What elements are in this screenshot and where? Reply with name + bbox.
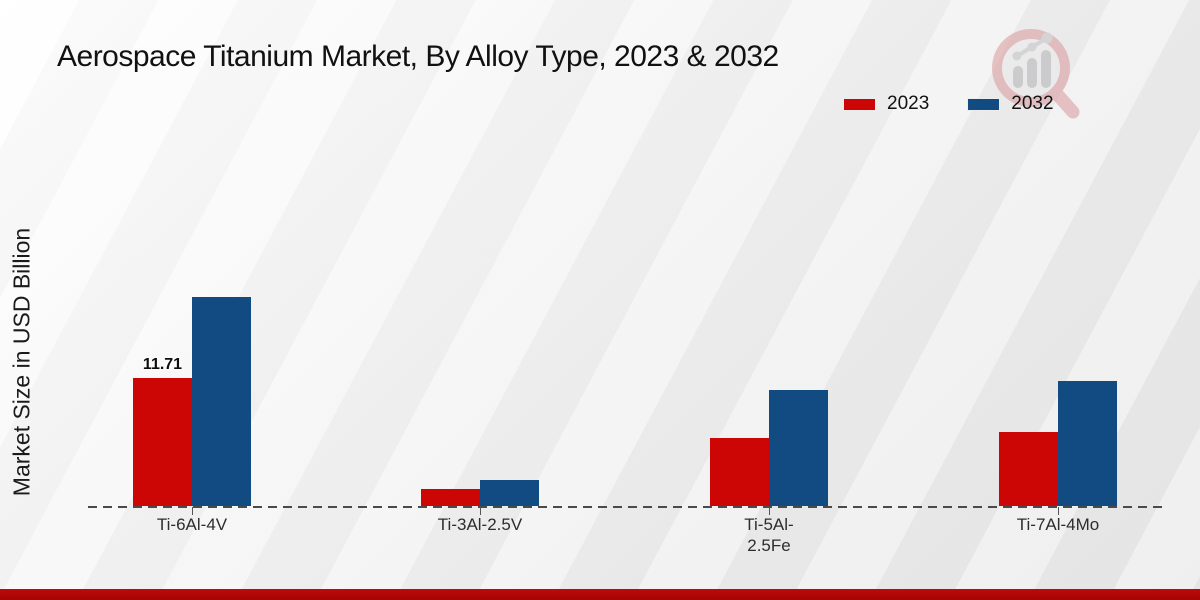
bar-2023-Ti-3Al-2.5V [421,489,480,506]
bar-2023-Ti-6Al-4V [133,378,192,506]
market-research-logo-icon [992,29,1080,119]
bar-value-label: 11.71 [142,356,183,373]
bar-2032-Ti-3Al-2.5V [480,480,539,506]
chart-title: Aerospace Titanium Market, By Alloy Type… [57,40,779,73]
axis-tick [480,507,481,515]
category-label-Ti-5Al-2.5Fe: Ti-5Al- 2.5Fe [744,515,794,555]
category-label-Ti-7Al-4Mo: Ti-7Al-4Mo [1016,515,1100,534]
legend: 2023 2032 [843,93,1054,115]
legend-swatch-2023 [843,97,876,111]
axis-tick [1058,507,1059,515]
bar-2032-Ti-6Al-4V [192,297,251,506]
bar-2023-Ti-5Al-2.5Fe [710,438,769,506]
axis-tick [769,507,770,515]
legend-item-2023: 2023 [843,93,929,115]
legend-label-2023: 2023 [887,93,930,114]
x-axis-baseline [88,506,1163,508]
category-label-Ti-3Al-2.5V: Ti-3Al-2.5V [437,515,523,534]
footer-accent-bar [0,589,1200,600]
axis-tick [192,507,193,515]
legend-swatch-2032 [967,97,1001,111]
category-label-Ti-6Al-4V: Ti-6Al-4V [156,515,228,534]
bar-2023-Ti-7Al-4Mo [999,432,1058,506]
bar-2032-Ti-5Al-2.5Fe [769,390,828,506]
legend-item-2032: 2032 [967,93,1054,115]
bar-2032-Ti-7Al-4Mo [1058,381,1117,506]
legend-label-2032: 2032 [1011,93,1054,114]
